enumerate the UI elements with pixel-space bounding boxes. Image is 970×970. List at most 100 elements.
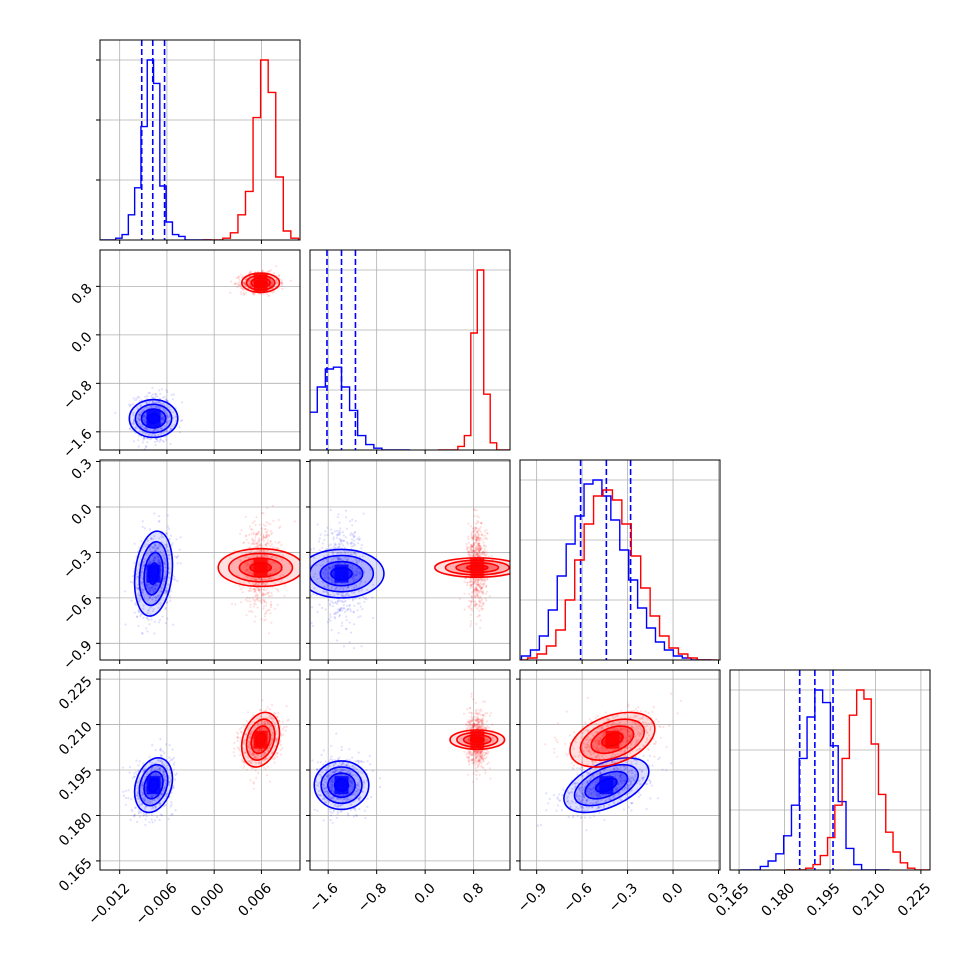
point	[253, 602, 256, 606]
point	[341, 531, 344, 534]
point	[238, 278, 241, 281]
point	[262, 594, 265, 597]
point	[475, 594, 478, 598]
point	[269, 573, 272, 576]
point	[132, 413, 135, 416]
point	[471, 552, 474, 555]
point	[482, 550, 485, 553]
point	[278, 541, 281, 544]
point	[361, 560, 364, 563]
point	[472, 549, 475, 553]
point	[155, 544, 158, 547]
point	[157, 562, 161, 565]
point	[161, 554, 164, 557]
point	[145, 627, 148, 630]
point	[284, 584, 287, 587]
point	[320, 606, 324, 610]
point	[275, 587, 278, 590]
point	[262, 540, 265, 543]
point	[142, 436, 146, 439]
point	[482, 583, 485, 586]
point	[163, 430, 166, 433]
point	[245, 568, 248, 572]
point	[172, 756, 175, 760]
point	[337, 557, 340, 560]
point	[264, 543, 267, 546]
point	[330, 532, 333, 535]
point	[144, 407, 147, 410]
point	[153, 428, 156, 432]
point	[154, 395, 157, 398]
point	[237, 276, 240, 280]
point	[164, 435, 167, 439]
point	[157, 546, 160, 549]
point	[267, 294, 270, 297]
point	[137, 413, 140, 416]
point	[476, 530, 479, 533]
point	[473, 543, 476, 546]
point	[256, 593, 259, 597]
point	[478, 605, 481, 608]
point	[475, 588, 478, 592]
point	[152, 767, 155, 770]
point	[160, 533, 163, 536]
point	[157, 547, 160, 550]
point	[478, 537, 481, 540]
point	[330, 581, 333, 584]
point	[154, 595, 157, 598]
point	[147, 562, 150, 566]
point	[148, 583, 151, 586]
point	[351, 524, 354, 527]
point	[477, 583, 480, 586]
point	[345, 589, 348, 592]
point	[246, 568, 249, 571]
point	[138, 797, 141, 800]
point	[356, 567, 359, 570]
point	[159, 407, 162, 410]
contour-line	[133, 530, 174, 617]
point	[266, 549, 269, 552]
point	[470, 577, 473, 580]
point	[471, 583, 474, 586]
point	[152, 546, 155, 550]
point	[275, 279, 278, 282]
point	[154, 549, 157, 552]
point	[242, 282, 246, 285]
point	[154, 806, 157, 809]
contour-line	[146, 412, 161, 425]
point	[157, 606, 160, 609]
point	[151, 794, 154, 797]
point	[160, 590, 163, 593]
point	[162, 408, 165, 412]
point	[349, 542, 352, 546]
point	[276, 603, 279, 607]
point	[347, 558, 350, 561]
point	[467, 551, 470, 554]
point	[480, 552, 483, 555]
point	[269, 530, 272, 533]
point	[163, 592, 166, 595]
point	[356, 602, 360, 605]
point	[269, 278, 272, 281]
point	[148, 549, 151, 552]
point	[139, 786, 143, 789]
point	[263, 553, 266, 557]
point	[266, 555, 269, 558]
point	[482, 583, 485, 586]
point	[152, 429, 155, 432]
point	[267, 591, 270, 594]
point	[163, 562, 166, 566]
point	[331, 566, 334, 570]
point	[131, 809, 134, 812]
point	[267, 281, 270, 285]
point	[474, 580, 477, 583]
point	[164, 566, 167, 569]
point	[253, 588, 256, 591]
point	[358, 538, 361, 542]
point	[474, 555, 477, 558]
point	[148, 560, 152, 564]
point	[325, 577, 328, 580]
point	[478, 578, 481, 581]
point	[254, 534, 257, 537]
point	[158, 389, 161, 392]
